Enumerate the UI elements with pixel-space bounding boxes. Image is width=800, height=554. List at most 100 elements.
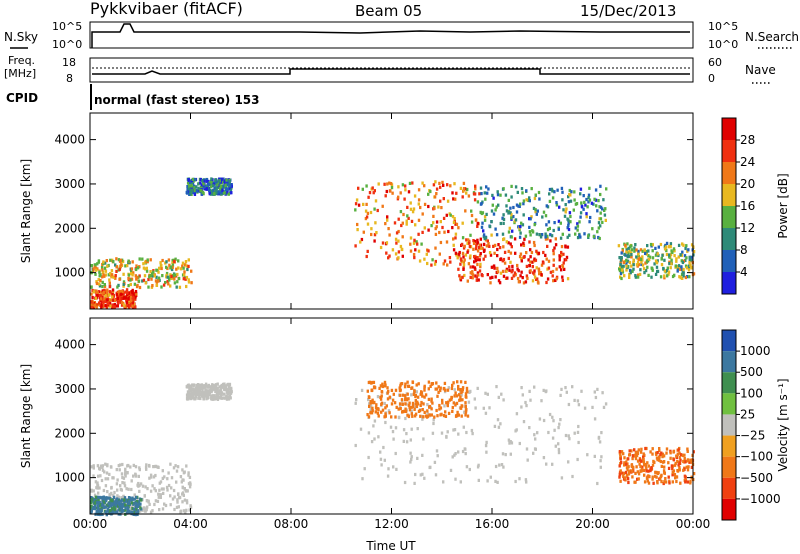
data-cell — [117, 504, 120, 508]
data-cell — [379, 397, 383, 401]
x-tick-label: 04:00 — [173, 517, 208, 531]
data-cell — [386, 386, 389, 390]
data-cell — [476, 224, 479, 228]
data-cell — [416, 427, 419, 431]
data-cell — [637, 254, 640, 258]
data-cell — [156, 465, 159, 469]
x-tick-label: 20:00 — [575, 517, 610, 531]
freq-trace — [92, 68, 690, 75]
data-cell — [520, 243, 523, 247]
data-cell — [637, 448, 640, 452]
data-cell — [477, 478, 480, 482]
data-cell — [527, 198, 530, 202]
data-cell — [639, 268, 642, 272]
data-cell — [205, 397, 208, 401]
data-cell — [437, 205, 440, 209]
data-cell — [399, 191, 402, 195]
data-cell — [99, 294, 103, 298]
data-cell — [219, 392, 223, 396]
data-cell — [97, 259, 101, 263]
data-cell — [662, 481, 665, 486]
data-cell — [201, 393, 205, 397]
data-cell — [646, 244, 649, 248]
data-cell — [157, 279, 160, 283]
data-cell — [667, 461, 670, 465]
data-cell — [403, 385, 407, 389]
data-cell — [415, 383, 418, 387]
data-cell — [485, 440, 488, 444]
data-cell — [417, 409, 421, 413]
data-cell — [472, 241, 476, 245]
data-cell — [499, 221, 502, 226]
data-cell — [119, 499, 122, 503]
data-cell — [121, 481, 124, 485]
data-cell — [484, 444, 488, 448]
data-cell — [400, 398, 404, 402]
data-cell — [637, 263, 641, 267]
data-cell — [148, 275, 151, 279]
data-cell — [524, 280, 528, 284]
data-cell — [560, 186, 564, 190]
data-cell — [604, 218, 607, 222]
data-cell — [201, 190, 205, 195]
data-cell — [171, 497, 175, 501]
data-cell — [665, 241, 669, 245]
data-cell — [99, 279, 102, 283]
data-cell — [635, 263, 639, 267]
data-cell — [372, 380, 376, 384]
colorbar-segment — [722, 498, 736, 520]
data-cell — [123, 496, 127, 500]
data-cell — [626, 477, 630, 481]
data-cell — [412, 253, 416, 257]
data-cell — [516, 190, 519, 194]
data-cell — [400, 247, 404, 251]
data-cell — [371, 400, 374, 404]
data-cell — [665, 249, 668, 253]
data-cell — [158, 266, 161, 270]
data-cell — [160, 285, 163, 289]
x-tick-label: 00:00 — [73, 517, 108, 531]
data-cell — [194, 396, 197, 401]
data-cell — [478, 192, 481, 196]
data-cell — [165, 265, 168, 269]
data-cell — [90, 489, 93, 493]
data-cell — [459, 380, 463, 384]
data-cell — [138, 466, 141, 470]
data-cell — [429, 384, 432, 388]
data-cell — [127, 500, 130, 504]
data-cell — [97, 303, 100, 307]
data-cell — [535, 249, 538, 253]
data-cell — [464, 380, 467, 384]
data-cell — [678, 455, 681, 459]
data-cell — [413, 256, 416, 260]
data-cell — [462, 267, 465, 271]
data-cell — [210, 181, 213, 185]
data-cell — [366, 249, 369, 253]
data-cell — [373, 400, 376, 404]
data-cell — [676, 469, 679, 473]
data-cell — [385, 404, 388, 408]
data-cell — [658, 447, 661, 451]
data-cell — [397, 256, 400, 260]
data-cell — [579, 215, 582, 219]
data-cell — [473, 239, 477, 244]
data-cell — [105, 291, 108, 295]
data-cell — [225, 182, 229, 186]
data-cell — [471, 432, 474, 436]
data-cell — [133, 503, 137, 507]
data-cell — [145, 463, 148, 467]
nave-label: Nave — [745, 63, 776, 77]
data-cell — [592, 235, 596, 239]
freq-panel — [89, 57, 694, 83]
data-cell — [401, 410, 404, 414]
data-cell — [651, 249, 654, 253]
data-cell — [593, 454, 596, 458]
data-cell — [669, 252, 673, 256]
data-cell — [438, 403, 441, 408]
data-cell — [96, 293, 99, 298]
data-cell — [565, 255, 569, 259]
data-cell — [542, 261, 545, 265]
data-cell — [430, 397, 433, 401]
data-cell — [192, 384, 195, 388]
data-cell — [644, 446, 647, 451]
